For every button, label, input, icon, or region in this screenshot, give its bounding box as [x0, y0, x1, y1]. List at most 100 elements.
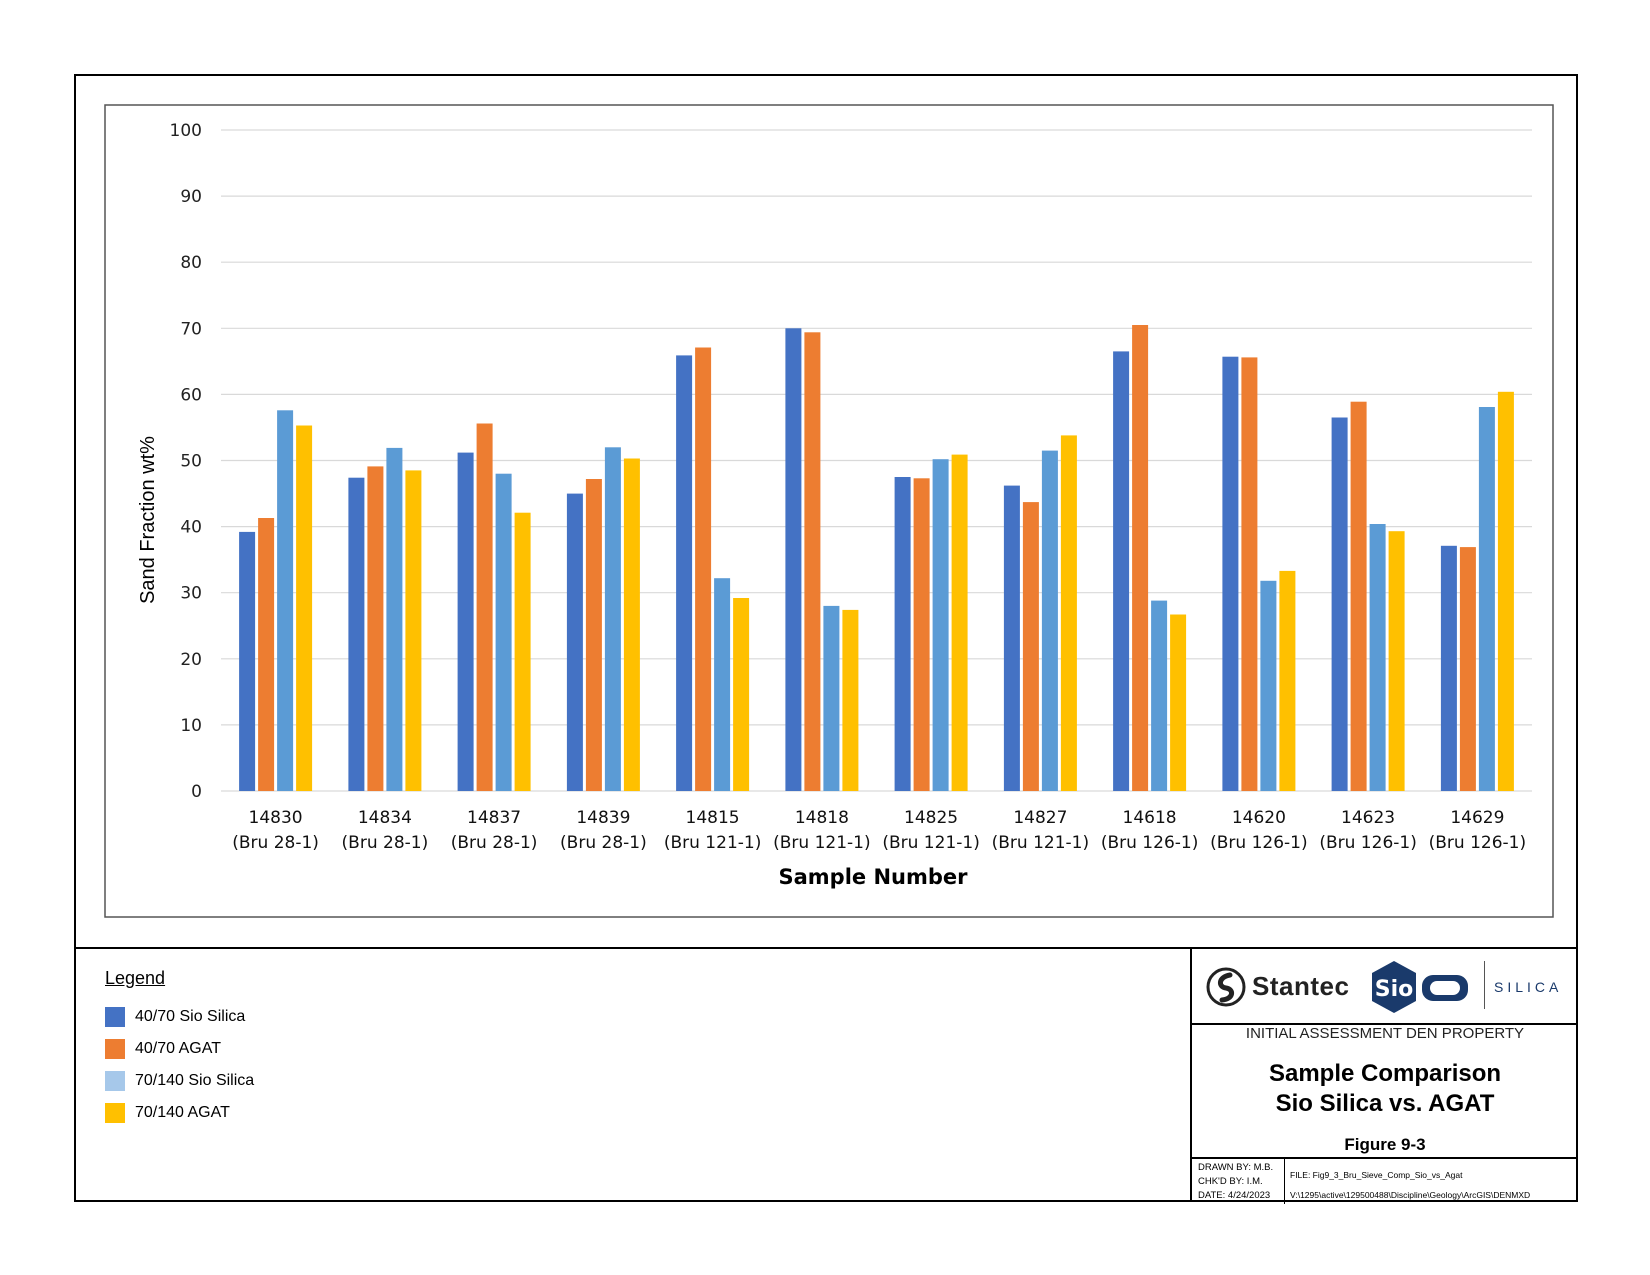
- x-category-label: (Bru 28-1): [560, 833, 647, 853]
- bar: [1388, 531, 1405, 791]
- title-block: Stantec Sio SILICA INITIAL ASSESSMENT DE…: [1190, 949, 1578, 1204]
- bar: [913, 478, 930, 791]
- legend: Legend 40/70 Sio Silica 40/70 AGAT 70/14…: [105, 968, 254, 1129]
- bar: [405, 470, 422, 791]
- frame-divider: [74, 947, 1578, 949]
- bar: [804, 332, 821, 791]
- bar: [823, 605, 840, 791]
- bar: [1279, 570, 1296, 791]
- legend-swatch: [105, 1007, 125, 1027]
- x-category-label: (Bru 126-1): [1429, 833, 1527, 853]
- bar: [1132, 325, 1149, 791]
- legend-swatch: [105, 1103, 125, 1123]
- file-path: V:\1295\active\129500488\Discipline\Geol…: [1290, 1190, 1531, 1200]
- bar: [785, 328, 802, 791]
- project-name: INITIAL ASSESSMENT DEN PROPERTY: [1245, 1025, 1525, 1042]
- bar: [457, 452, 474, 791]
- legend-label: 40/70 AGAT: [135, 1040, 221, 1057]
- x-category-label: 14839: [576, 808, 630, 828]
- legend-swatch: [105, 1071, 125, 1091]
- bar: [714, 578, 731, 791]
- file-info: FILE: Fig9_3_Bru_Sieve_Comp_Sio_vs_Agat …: [1290, 1165, 1576, 1205]
- y-tick-label: 60: [180, 385, 202, 405]
- bar: [1440, 545, 1457, 791]
- bar: [1241, 357, 1258, 791]
- x-category-label: (Bru 28-1): [342, 833, 429, 853]
- bar: [676, 355, 693, 791]
- x-category-label: (Bru 121-1): [664, 833, 762, 853]
- bar: [348, 477, 365, 791]
- drawn-by: DRAWN BY: M.B.: [1198, 1162, 1274, 1173]
- bar: [1459, 547, 1476, 791]
- drawing-info: DRAWN BY: M.B. CHK'D BY: I.M. DATE: 4/24…: [1192, 1157, 1578, 1204]
- y-tick-label: 70: [180, 319, 202, 339]
- sio-logo-icon: Sio: [1372, 961, 1468, 1013]
- x-category-label: 14620: [1232, 808, 1286, 828]
- x-category-label: 14827: [1013, 808, 1067, 828]
- drawing-date: DATE: 4/24/2023: [1198, 1190, 1271, 1201]
- y-tick-label: 0: [191, 782, 202, 802]
- bar: [623, 458, 640, 791]
- x-category-label: (Bru 121-1): [773, 833, 871, 853]
- y-tick-label: 40: [180, 518, 202, 538]
- legend-item: 40/70 Sio Silica: [105, 1001, 254, 1033]
- y-tick-label: 100: [170, 121, 202, 141]
- x-axis-title: Sample Number: [779, 865, 969, 889]
- bar: [495, 473, 512, 791]
- stantec-logo-icon: [1206, 967, 1246, 1007]
- bar: [1497, 391, 1514, 791]
- bar: [1478, 407, 1495, 791]
- x-category-label: (Bru 28-1): [232, 833, 319, 853]
- y-tick-label: 80: [180, 253, 202, 273]
- bar: [514, 512, 531, 791]
- bar: [1003, 485, 1020, 791]
- bar: [1369, 524, 1386, 791]
- legend-item: 70/140 Sio Silica: [105, 1065, 254, 1097]
- drawing-frame: [74, 74, 1578, 1202]
- figure-title-line2: Sio Silica vs. AGAT: [1275, 1090, 1495, 1117]
- y-tick-label: 30: [180, 584, 202, 604]
- chart-border: [104, 104, 1554, 918]
- x-category-label: 14834: [358, 808, 412, 828]
- bar: [296, 425, 313, 791]
- bar: [1331, 417, 1348, 791]
- x-category-label: 14825: [904, 808, 958, 828]
- x-category-label: 14837: [467, 808, 521, 828]
- x-category-label: 14618: [1123, 808, 1177, 828]
- logo-row: Stantec Sio SILICA: [1192, 949, 1578, 1025]
- bar: [258, 518, 275, 791]
- checked-by: CHK'D BY: I.M.: [1198, 1176, 1263, 1187]
- x-category-label: (Bru 126-1): [1101, 833, 1199, 853]
- bar: [733, 598, 750, 791]
- figure-title-line1: Sample Comparison: [1268, 1060, 1502, 1087]
- bar: [1041, 450, 1058, 791]
- y-axis-title: Sand Fraction wt%: [137, 436, 159, 604]
- x-category-label: (Bru 126-1): [1319, 833, 1417, 853]
- legend-title: Legend: [105, 968, 166, 988]
- legend-item: 40/70 AGAT: [105, 1033, 254, 1065]
- x-category-label: 14815: [686, 808, 740, 828]
- y-tick-label: 50: [180, 452, 202, 472]
- bar: [277, 410, 294, 791]
- bar: [1350, 401, 1367, 791]
- bars: [239, 325, 1514, 791]
- bar: [695, 347, 712, 791]
- legend-label: 70/140 AGAT: [135, 1104, 230, 1121]
- bar: [367, 466, 384, 791]
- bar: [1260, 580, 1277, 791]
- legend-label: 70/140 Sio Silica: [135, 1072, 255, 1089]
- x-category-label: 14830: [249, 808, 303, 828]
- bar: [1022, 502, 1039, 791]
- bar: [239, 531, 256, 791]
- sio-logo-text: Sio: [1375, 977, 1414, 1002]
- x-category-label: 14818: [795, 808, 849, 828]
- x-category-label: (Bru 121-1): [992, 833, 1090, 853]
- y-tick-label: 90: [180, 187, 202, 207]
- silica-wordmark: SILICA: [1494, 979, 1563, 995]
- file-name: FILE: Fig9_3_Bru_Sieve_Comp_Sio_vs_Agat: [1290, 1170, 1463, 1180]
- figure-number: Figure 9-3: [1344, 1135, 1426, 1154]
- bar: [604, 447, 621, 791]
- bar: [566, 493, 583, 791]
- legend-label: 40/70 Sio Silica: [135, 1008, 246, 1025]
